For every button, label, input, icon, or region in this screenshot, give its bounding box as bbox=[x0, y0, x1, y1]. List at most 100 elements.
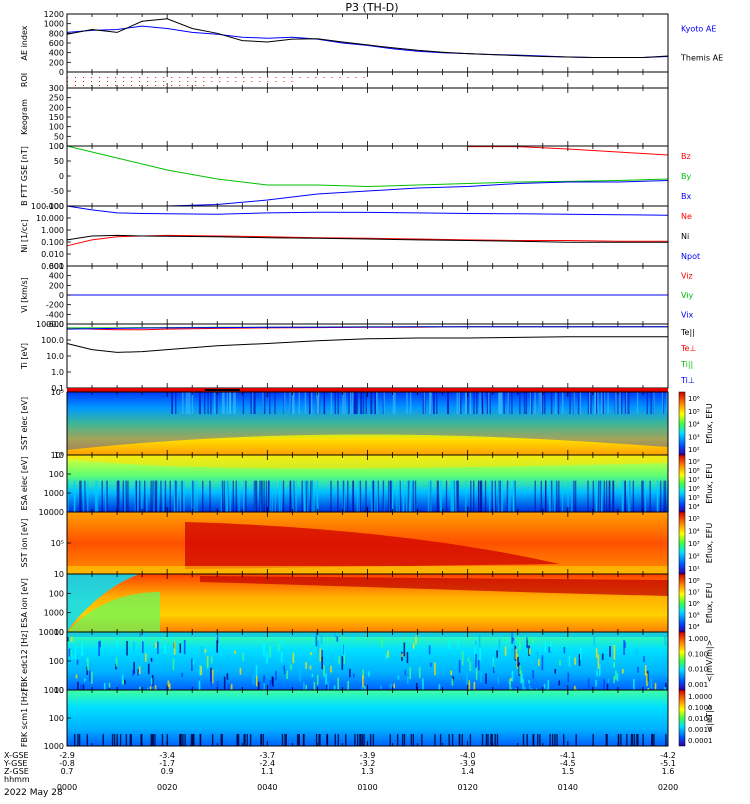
roi-panel-dot bbox=[219, 77, 221, 78]
sst-electron-panel-cb-tick: 10² bbox=[688, 446, 700, 454]
esa-electron-panel-cb-tick: 10⁷ bbox=[688, 476, 700, 484]
roi-panel-dot bbox=[163, 77, 165, 78]
esa-ion-panel-ytick: 1000 bbox=[44, 609, 64, 618]
ephem-value: -3.4 bbox=[159, 751, 175, 760]
roi-panel-dot bbox=[195, 85, 197, 86]
density-panel-series-2 bbox=[66, 205, 669, 216]
ae-panel-ytick: 600 bbox=[49, 39, 64, 48]
ae-panel-ytick: 200 bbox=[49, 58, 64, 67]
velocity-panel-legend-2: Vix bbox=[681, 310, 694, 319]
roi-panel-dot bbox=[227, 81, 229, 82]
roi-panel-dot bbox=[155, 81, 157, 82]
fbk-bfield-panel-ylabel: FBK scm1 [Hz] bbox=[20, 689, 29, 747]
bfield-panel-ytick: -50 bbox=[51, 187, 64, 196]
ephem-row-label: X-GSE bbox=[4, 751, 29, 760]
temperature-panel-legend-0: Te|| bbox=[680, 328, 695, 337]
fbk-efield-panel-cb-tick: 0.100 bbox=[688, 650, 708, 658]
density-panel-series-0 bbox=[66, 234, 668, 247]
roi-panel-ylabel: ROI bbox=[20, 73, 29, 87]
roi-panel-dot bbox=[147, 81, 149, 82]
ephem-value: -3.9 bbox=[360, 751, 376, 760]
temperature-panel-legend-1: Te⊥ bbox=[680, 344, 696, 353]
roi-panel-dot bbox=[171, 85, 173, 86]
keogram-panel-ytick: 100 bbox=[49, 123, 64, 132]
fbk-efield-panel-ytick: 1000 bbox=[44, 686, 64, 695]
roi-panel-dot bbox=[363, 77, 365, 78]
roi-panel-dot bbox=[283, 81, 285, 82]
esa-ion-panel-ylabel: ESA ion [eV] bbox=[20, 578, 29, 628]
roi-panel-dot bbox=[179, 81, 181, 82]
velocity-panel-legend-1: Viy bbox=[681, 291, 694, 300]
density-panel-ytick: 100.000 bbox=[31, 202, 64, 211]
fbk-efield-panel-cb-tick: 0.010 bbox=[688, 666, 708, 674]
ae-panel-ytick: 400 bbox=[49, 49, 64, 58]
velocity-panel-ytick: 0 bbox=[59, 291, 64, 300]
density-panel-series-1 bbox=[66, 234, 668, 243]
roi-panel-dot bbox=[115, 85, 117, 86]
fbk-bfield-panel-ytick: 1000 bbox=[44, 742, 64, 751]
fbk-efield-panel-colorbar bbox=[678, 631, 686, 691]
velocity-panel-ytick: 200 bbox=[49, 281, 64, 290]
roi-panel-dot bbox=[83, 77, 85, 78]
roi-panel-dot bbox=[147, 77, 149, 78]
ae-panel-ytick: 1000 bbox=[44, 20, 64, 29]
temperature-panel-ylabel: Ti [eV] bbox=[20, 343, 29, 370]
ephem-value: -4.0 bbox=[460, 751, 476, 760]
ephem-value: 1.6 bbox=[662, 767, 675, 776]
roi-panel-dot bbox=[99, 85, 101, 86]
ae-panel-series-1 bbox=[66, 18, 669, 58]
sst-electron-panel-cb-tick: 10⁵ bbox=[688, 408, 700, 416]
esa-electron-panel-ylabel: ESA elec [eV] bbox=[20, 457, 29, 511]
fbk-efield-panel-cb-tick: 0.001 bbox=[688, 681, 708, 689]
keogram-panel-ytick: 250 bbox=[49, 94, 64, 103]
esa-electron-panel-colorbar bbox=[678, 454, 686, 513]
fbk-efield-panel-ytick: 100 bbox=[49, 657, 64, 666]
keogram-panel-ytick: 200 bbox=[49, 103, 64, 112]
roi-panel-dot bbox=[251, 81, 253, 82]
sst-electron-panel-colorbar bbox=[678, 391, 686, 456]
ephem-value: -1.7 bbox=[159, 759, 175, 768]
density-panel-legend-2: Npot bbox=[681, 252, 700, 261]
esa-electron-panel-cb-tick: 10⁵ bbox=[688, 494, 700, 502]
roi-panel-dot bbox=[219, 81, 221, 82]
roi-panel-dot bbox=[91, 85, 93, 86]
roi-panel-dot bbox=[211, 77, 213, 78]
roi-panel-dot bbox=[187, 85, 189, 86]
roi-panel-dot bbox=[283, 77, 285, 78]
sst-ion-panel-cb-tick: 10³ bbox=[688, 540, 700, 548]
ae-panel-ytick: 0 bbox=[59, 68, 64, 77]
temperature-panel-ytick: 1.0 bbox=[51, 368, 64, 377]
temperature-panel-ytick: 0.1 bbox=[51, 384, 64, 393]
roi-panel-dot bbox=[171, 81, 173, 82]
ephem-value: -0.8 bbox=[59, 759, 75, 768]
sst-electron-panel-ylabel: SST elec [eV] bbox=[20, 397, 29, 450]
density-panel-legend-0: Ne bbox=[681, 212, 692, 221]
temperature-panel-frame bbox=[66, 323, 669, 389]
density-panel-ytick: 1.000 bbox=[41, 226, 64, 235]
roi-panel-dot bbox=[275, 77, 277, 78]
fbk-bfield-panel-heatmap bbox=[67, 690, 668, 746]
ephem-value: -4.5 bbox=[560, 759, 576, 768]
roi-panel-dot bbox=[307, 77, 309, 78]
fbk-bfield-panel-cb-tick: 0.0001 bbox=[688, 737, 713, 745]
esa-ion-panel-cb-tick: 10⁴ bbox=[688, 623, 700, 631]
bfield-panel-ytick: -100 bbox=[46, 202, 64, 211]
roi-panel-dot bbox=[291, 77, 293, 78]
bfield-panel-ylabel: B FTT GSE [nT] bbox=[20, 146, 29, 206]
time-tick: 0140 bbox=[558, 783, 578, 792]
esa-electron-panel-cb-tick: 10⁴ bbox=[688, 503, 700, 511]
bfield-panel-legend-2: Bx bbox=[681, 192, 691, 201]
roi-panel-dot bbox=[83, 85, 85, 86]
roi-panel-dot bbox=[323, 77, 325, 78]
keogram-panel-ytick: 150 bbox=[49, 113, 64, 122]
roi-panel-dot bbox=[163, 81, 165, 82]
roi-panel-dot bbox=[107, 77, 109, 78]
roi-panel-dot bbox=[131, 85, 133, 86]
roi-panel-dot bbox=[259, 77, 261, 78]
esa-electron-panel-ytick: 10000 bbox=[39, 508, 64, 517]
ephem-value: 1.4 bbox=[461, 767, 474, 776]
roi-panel-dot bbox=[179, 85, 181, 86]
fbk-efield-panel-cb-tick: 1.000 bbox=[688, 635, 708, 643]
roi-panel-dot bbox=[179, 77, 181, 78]
esa-electron-panel-cb-label: Eflux, EFU bbox=[705, 463, 714, 504]
